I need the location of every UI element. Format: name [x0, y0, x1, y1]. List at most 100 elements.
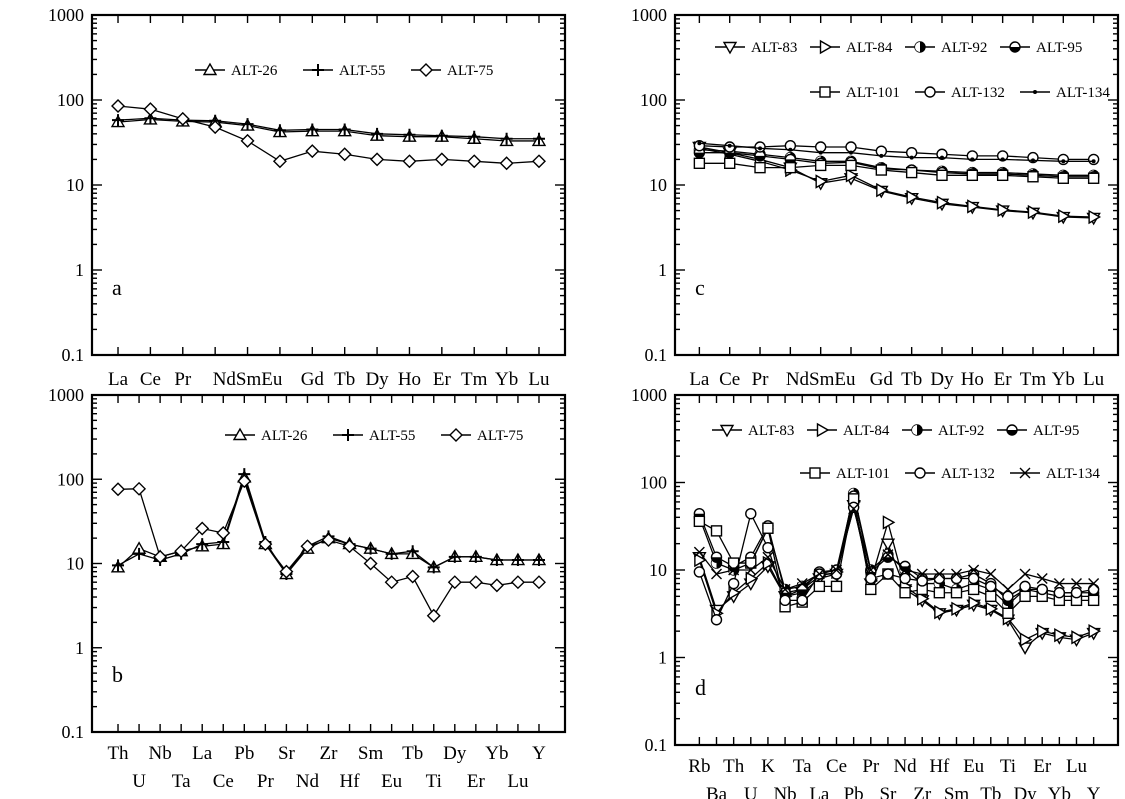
x-tick-label: Pb: [844, 784, 864, 799]
data-point-half: [1002, 600, 1013, 606]
series-alt-101: [693, 157, 1100, 184]
x-tick-label: La: [689, 369, 710, 390]
data-point: [985, 601, 999, 617]
data-point: [779, 594, 791, 607]
data-point: [697, 141, 702, 146]
x-tick-label: Lu: [1083, 369, 1105, 390]
y-tick-label: 100: [57, 90, 84, 110]
data-point: [985, 568, 997, 580]
data-point: [831, 564, 842, 576]
data-point: [447, 575, 462, 590]
data-point: [951, 601, 964, 617]
data-point: [815, 174, 829, 189]
data-point: [758, 146, 763, 151]
x-tick-label: Pr: [752, 369, 770, 390]
x-tick-label: Ho: [961, 369, 984, 390]
data-point: [435, 129, 448, 142]
y-tick-label: 1: [75, 260, 84, 280]
legend-marker: [202, 62, 218, 76]
x-tick-label: Y: [532, 743, 546, 764]
y-tick-label: 1: [658, 648, 667, 668]
data-point: [1071, 630, 1084, 645]
data-point: [966, 169, 979, 182]
data-point: [1019, 632, 1033, 647]
data-point: [510, 575, 525, 590]
x-tick-label: Ce: [719, 369, 740, 390]
data-point: [985, 590, 997, 603]
data-point: [996, 169, 1009, 182]
data-point: [876, 182, 889, 198]
x-tick-label: La: [809, 784, 830, 799]
data-point: [784, 161, 797, 174]
data-point: [402, 154, 417, 169]
x-tick-label: Ba: [706, 784, 728, 799]
x-tick-label: Eu: [381, 771, 403, 792]
y-tick-label: 10: [66, 554, 84, 574]
legend-marker-half: [1010, 47, 1020, 52]
x-tick-label: Ta: [793, 756, 812, 777]
x-tick-label: Tm: [461, 369, 488, 390]
legend-marker: [342, 429, 354, 441]
data-point: [906, 189, 920, 205]
x-tick-label: Er: [1033, 756, 1052, 777]
x-tick-label: Y: [1087, 784, 1101, 799]
x-tick-label: Sm: [358, 743, 384, 764]
data-point: [899, 564, 911, 576]
series-alt-75: [111, 99, 546, 171]
data-point: [195, 521, 210, 536]
data-point: [1002, 583, 1014, 595]
x-tick-label: Tm: [1020, 369, 1047, 390]
data-point: [845, 168, 859, 183]
data-point: [813, 568, 825, 580]
x-tick-label: Th: [107, 743, 129, 764]
x-tick-label: Tb: [901, 369, 922, 390]
legend-label: ALT-84: [843, 423, 890, 439]
data-point: [880, 538, 896, 552]
data-point: [933, 587, 946, 599]
panel-label: b: [112, 662, 123, 687]
data-point: [882, 549, 894, 561]
legend-marker: [1019, 467, 1031, 479]
legend-label: ALT-101: [846, 85, 900, 101]
data-point: [882, 515, 896, 530]
data-point: [469, 550, 482, 563]
legend-marker: [312, 64, 324, 76]
y-tick-label: 10: [649, 560, 667, 580]
data-point: [511, 554, 524, 567]
data-point: [321, 533, 336, 548]
data-point: [1000, 157, 1005, 162]
x-tick-label: Ce: [826, 756, 847, 777]
data-point: [968, 564, 980, 576]
series-line: [699, 142, 1094, 162]
chart-panel-b: 0.1 1 10 100 1000 Th Nb La Pb Sr Zr Sm Tb Dy Yb Y U Ta Ce P…: [48, 385, 567, 792]
data-point: [849, 150, 854, 155]
data-point: [338, 123, 351, 136]
data-point: [711, 568, 723, 580]
data-point: [879, 153, 884, 158]
data-point: [970, 157, 975, 162]
x-tick-label: Lu: [1066, 756, 1088, 777]
data-point: [384, 575, 399, 590]
legend-label: ALT-132: [951, 85, 1005, 101]
legend-label: ALT-132: [941, 466, 995, 482]
data-point: [1087, 172, 1100, 184]
data-point: [306, 123, 319, 136]
data-point: [745, 557, 757, 569]
x-tick-label: Pr: [174, 369, 192, 390]
legend: ALT-83 ALT-84 ALT-92 ALT-95 ALT-101 ALT-132 AL…: [715, 39, 1110, 101]
legend-label: ALT-134: [1056, 85, 1110, 101]
series-line: [698, 501, 1094, 641]
data-point: [754, 161, 766, 174]
data-point: [1002, 590, 1014, 603]
x-tick-label: Pr: [257, 771, 275, 792]
data-point-half: [882, 557, 893, 563]
data-point: [727, 577, 740, 590]
series-alt-75: [111, 474, 546, 623]
y-tick-label: 1: [75, 638, 84, 658]
data-point: [272, 154, 287, 169]
legend-label: ALT-83: [748, 423, 794, 439]
data-point: [1036, 572, 1048, 584]
data-point: [745, 507, 757, 520]
legend-marker: [819, 39, 833, 55]
data-point: [1087, 594, 1100, 607]
